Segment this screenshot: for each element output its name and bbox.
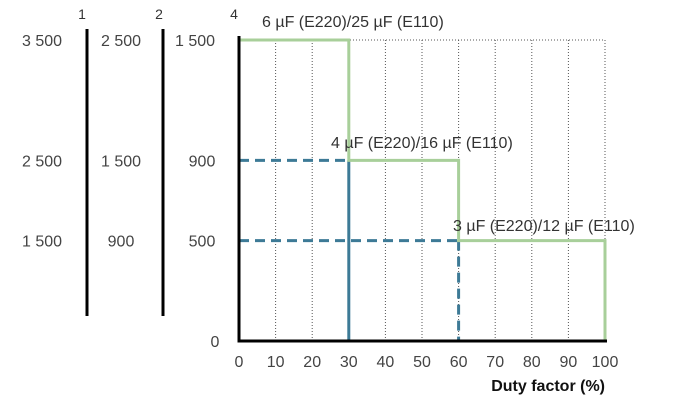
x-tick-label: 100 xyxy=(592,354,619,371)
y-tick-label: 2 500 xyxy=(22,153,62,170)
x-tick-label: 60 xyxy=(450,354,468,371)
series-line-0 xyxy=(239,38,607,341)
y-tick-label: 1 500 xyxy=(101,153,141,170)
x-tick-label: 70 xyxy=(486,354,504,371)
y-tick-label: 500 xyxy=(189,234,216,251)
x-tick-label: 10 xyxy=(267,354,285,371)
y-tick-label: 0 xyxy=(211,334,220,351)
axis-id-4: 4 xyxy=(230,6,238,22)
y-tick-label: 900 xyxy=(108,234,135,251)
x-tick-label: 30 xyxy=(340,354,358,371)
y-tick-label: 3 500 xyxy=(22,33,62,50)
x-tick-label: 0 xyxy=(235,354,244,371)
data-label: 4 µF (E220)/16 µF (E110) xyxy=(331,135,513,152)
x-axis-title: Duty factor (%) xyxy=(491,378,605,395)
x-tick-label: 50 xyxy=(413,354,431,371)
axis-id-2: 2 xyxy=(155,6,163,22)
axis-id-1: 1 xyxy=(78,6,86,22)
data-label: 6 µF (E220)/25 µF (E110) xyxy=(262,14,444,31)
y-tick-label: 2 500 xyxy=(101,33,141,50)
x-tick-label: 20 xyxy=(303,354,321,371)
data-label: 3 µF (E220)/12 µF (E110) xyxy=(453,218,635,235)
y-tick-label: 1 500 xyxy=(22,234,62,251)
x-tick-label: 90 xyxy=(560,354,578,371)
y-tick-label: 900 xyxy=(189,153,216,170)
x-tick-label: 40 xyxy=(377,354,395,371)
x-tick-label: 80 xyxy=(523,354,541,371)
y-tick-label: 1 500 xyxy=(175,33,215,50)
